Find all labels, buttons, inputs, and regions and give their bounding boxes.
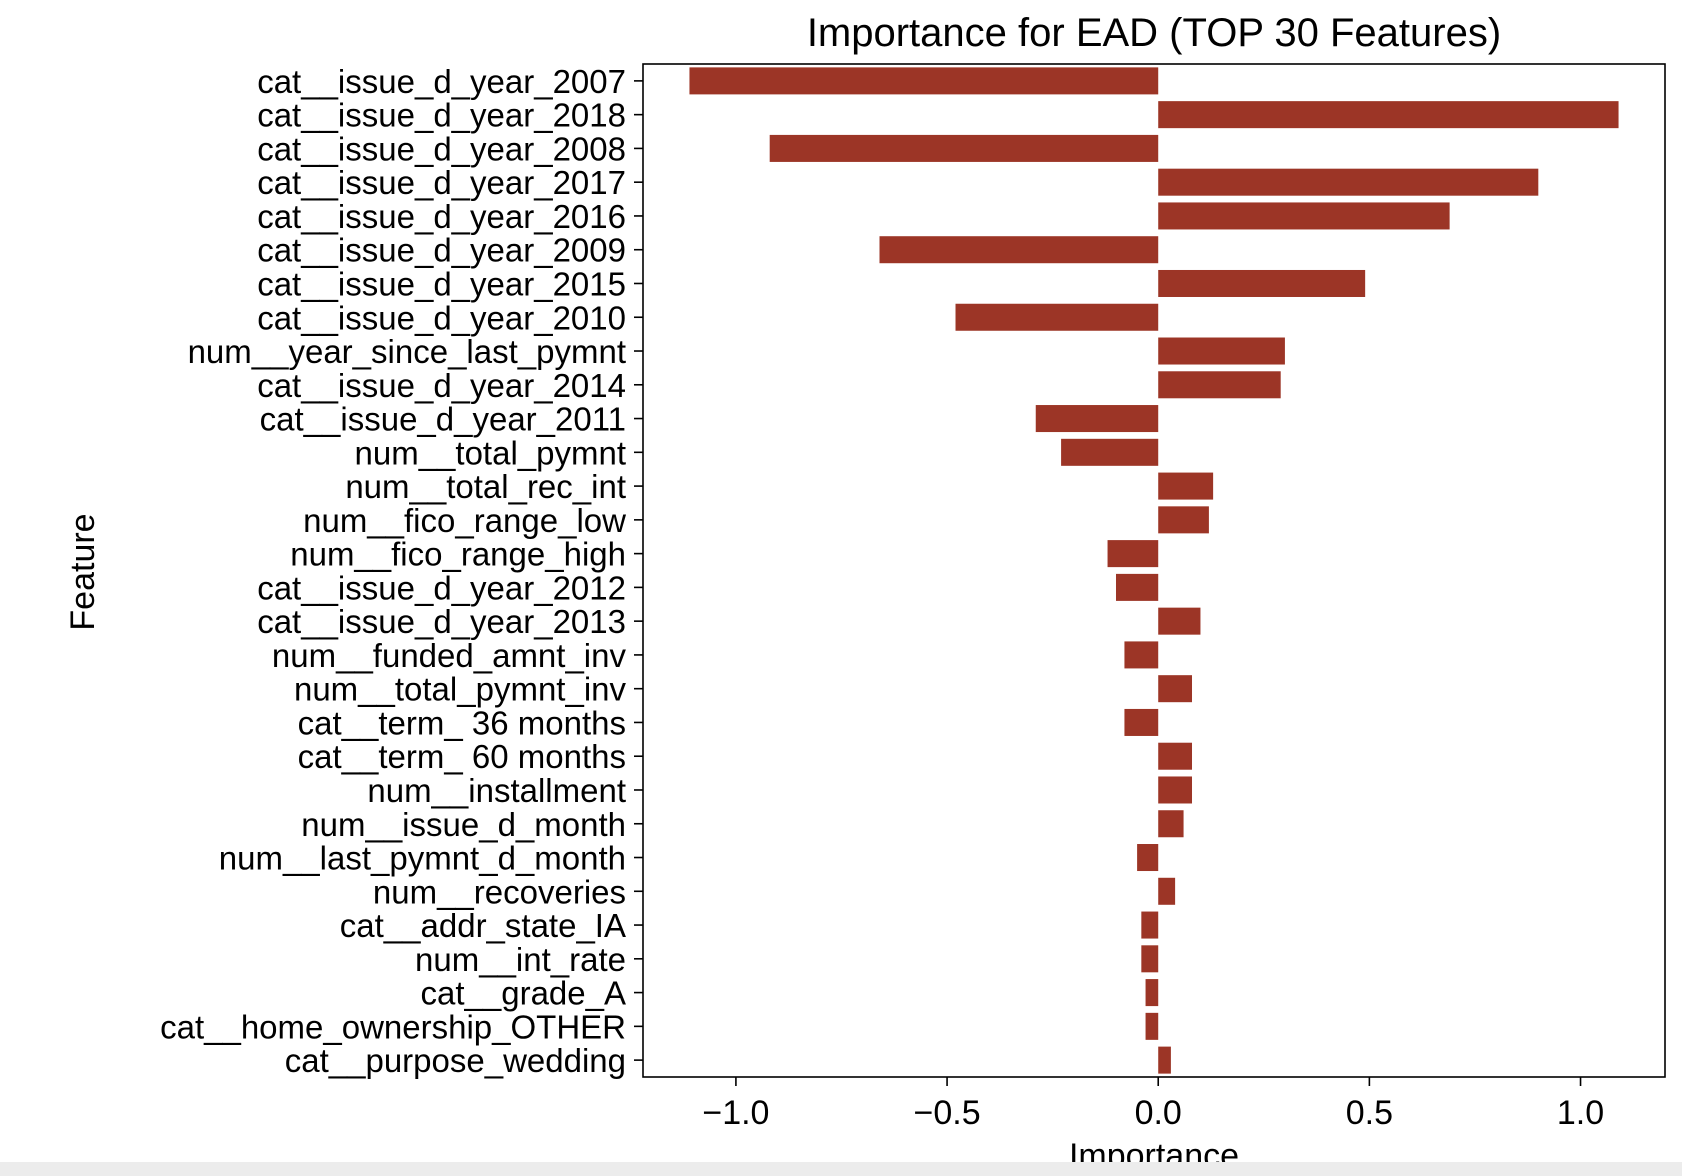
bar — [1158, 877, 1176, 905]
bar — [1158, 168, 1539, 196]
y-tick-label: cat__issue_d_year_2018 — [257, 97, 626, 134]
bar — [769, 134, 1159, 162]
bar — [1124, 641, 1159, 669]
bar — [1061, 438, 1159, 466]
x-tick-label: 0.0 — [1135, 1094, 1182, 1132]
bar — [1158, 675, 1193, 703]
bar — [1158, 202, 1450, 230]
x-tick-label: −1.0 — [702, 1094, 769, 1132]
x-tick-label: 1.0 — [1557, 1094, 1604, 1132]
bar — [1141, 911, 1159, 939]
y-tick-label: cat__term_ 60 months — [298, 738, 626, 775]
y-tick-label: cat__issue_d_year_2008 — [257, 130, 626, 167]
y-tick-label: cat__issue_d_year_2014 — [257, 367, 626, 404]
y-tick-label: num__last_pymnt_d_month — [219, 840, 626, 877]
bar — [1158, 810, 1184, 838]
x-tick-label: −0.5 — [914, 1094, 981, 1132]
y-tick-label: num__installment — [367, 772, 626, 809]
chart-title: Importance for EAD (TOP 30 Features) — [807, 11, 1501, 55]
x-tick-label: 0.5 — [1346, 1094, 1393, 1132]
bar — [689, 67, 1159, 95]
window-bottom-strip — [0, 1162, 1682, 1176]
bar — [1158, 776, 1193, 804]
bar — [1158, 506, 1209, 534]
y-tick-label: cat__issue_d_year_2016 — [257, 198, 626, 235]
bar — [1124, 708, 1159, 736]
bar — [1158, 1046, 1171, 1074]
y-tick-label: num__int_rate — [415, 941, 626, 978]
y-tick-label: cat__issue_d_year_2013 — [257, 603, 626, 640]
y-tick-label: cat__home_ownership_OTHER — [160, 1008, 626, 1045]
bar — [955, 303, 1159, 331]
y-tick-label: cat__issue_d_year_2011 — [260, 401, 626, 438]
bar — [1035, 405, 1159, 433]
bar — [1107, 540, 1159, 568]
bar — [1115, 573, 1159, 601]
y-axis-label: Feature — [64, 513, 102, 630]
bar — [1158, 371, 1281, 399]
bar — [1145, 979, 1159, 1007]
bar — [1158, 472, 1214, 500]
y-tick-label: cat__term_ 36 months — [298, 704, 626, 741]
y-tick-label: cat__issue_d_year_2007 — [257, 63, 626, 100]
y-tick-label: cat__purpose_wedding — [285, 1042, 626, 1079]
bar — [1158, 101, 1619, 129]
y-tick-label: num__year_since_last_pymnt — [188, 333, 626, 370]
bar-series — [689, 67, 1619, 1074]
bar — [1145, 1012, 1159, 1040]
y-tick-label: num__total_rec_int — [345, 468, 626, 505]
y-tick-label: num__issue_d_month — [301, 806, 626, 843]
bar — [1158, 269, 1366, 297]
bar — [1158, 337, 1285, 365]
y-tick-label: num__funded_amnt_inv — [272, 637, 627, 674]
y-tick-label: cat__issue_d_year_2012 — [257, 569, 626, 606]
y-tick-label: cat__issue_d_year_2009 — [257, 232, 626, 269]
bar — [879, 236, 1159, 264]
y-axis: cat__issue_d_year_2007cat__issue_d_year_… — [160, 63, 643, 1079]
bar — [1141, 945, 1159, 973]
y-tick-label: cat__issue_d_year_2015 — [257, 265, 626, 302]
y-tick-label: cat__grade_A — [421, 975, 627, 1012]
bar — [1137, 844, 1159, 872]
y-tick-label: num__recoveries — [373, 873, 626, 910]
y-tick-label: num__fico_range_high — [290, 536, 626, 573]
y-tick-label: cat__addr_state_IA — [340, 907, 626, 944]
y-tick-label: num__fico_range_low — [303, 502, 626, 539]
x-axis: −1.0 −0.5 0.0 0.5 1.0 — [702, 1077, 1604, 1132]
plot-frame — [642, 63, 1666, 1078]
bar — [1158, 742, 1193, 770]
plot-area — [642, 63, 1666, 1078]
y-tick-label: cat__issue_d_year_2010 — [257, 299, 626, 336]
y-tick-label: num__total_pymnt_inv — [294, 671, 627, 708]
bar — [1158, 607, 1201, 635]
y-tick-label: cat__issue_d_year_2017 — [257, 164, 626, 201]
y-tick-label: num__total_pymnt — [355, 434, 627, 471]
